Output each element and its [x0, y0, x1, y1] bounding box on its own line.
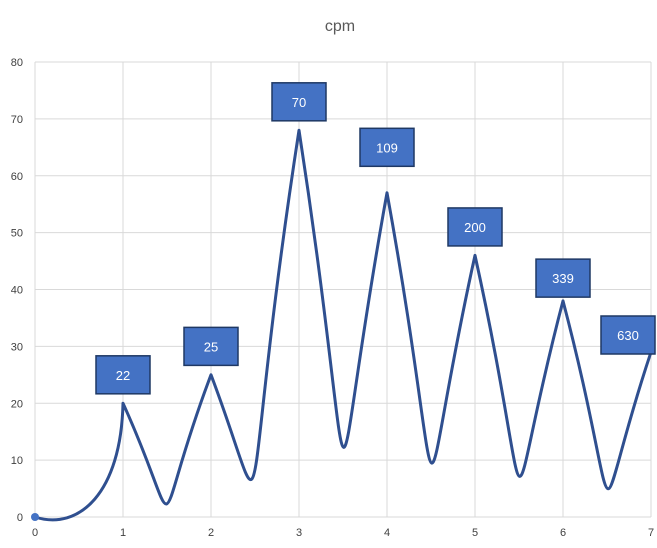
- y-tick-label: 20: [11, 398, 23, 410]
- x-tick-label: 0: [32, 527, 38, 539]
- data-point-marker: [31, 513, 39, 521]
- series-cpm: [31, 128, 653, 522]
- data-label-box: 109: [359, 127, 415, 168]
- data-label-text: 70: [292, 95, 306, 110]
- data-label-rect: [600, 315, 656, 355]
- x-axis-ticks: 0 1 2 3 4 5 6 7: [32, 527, 654, 539]
- data-label-text: 109: [376, 140, 398, 155]
- x-tick-label: 5: [472, 527, 478, 539]
- data-label-box: 630: [600, 315, 656, 355]
- data-label-box: 200: [447, 207, 503, 247]
- data-label-text: 200: [464, 220, 486, 235]
- data-label-rect: [271, 82, 327, 122]
- data-label-box: 339: [535, 258, 591, 298]
- data-label-text: 25: [204, 339, 218, 354]
- data-label-rect: [359, 127, 415, 168]
- data-label-box: 25: [183, 326, 239, 367]
- x-tick-label: 4: [384, 527, 390, 539]
- x-tick-label: 2: [208, 527, 214, 539]
- y-tick-label: 40: [11, 285, 23, 297]
- x-tick-label: 1: [120, 527, 126, 539]
- data-label-rect: [447, 207, 503, 247]
- data-label-box: 22: [95, 355, 151, 395]
- x-tick-label: 6: [560, 527, 566, 539]
- gridlines: [34, 61, 652, 518]
- data-label-rect: [535, 258, 591, 298]
- y-tick-label: 70: [11, 114, 23, 126]
- data-label-rect: [95, 355, 151, 395]
- y-axis-ticks: 0 10 20 30 40 50 60 70 80: [11, 57, 23, 524]
- chart-title: cpm: [325, 18, 355, 35]
- data-label-box: 70: [271, 82, 327, 122]
- y-tick-label: 30: [11, 341, 23, 353]
- y-tick-label: 50: [11, 228, 23, 240]
- data-label-text: 22: [116, 368, 130, 383]
- y-tick-label: 0: [17, 512, 23, 524]
- data-labels: 22 25 70 109 200 339 630: [95, 82, 656, 395]
- x-tick-label: 3: [296, 527, 302, 539]
- x-tick-label: 7: [648, 527, 654, 539]
- y-tick-label: 10: [11, 455, 23, 467]
- data-label-text: 630: [617, 328, 639, 343]
- y-tick-label: 60: [11, 171, 23, 183]
- data-label-rect: [183, 326, 239, 367]
- series-line: [34, 128, 653, 522]
- y-tick-label: 80: [11, 57, 23, 69]
- data-label-text: 339: [552, 271, 574, 286]
